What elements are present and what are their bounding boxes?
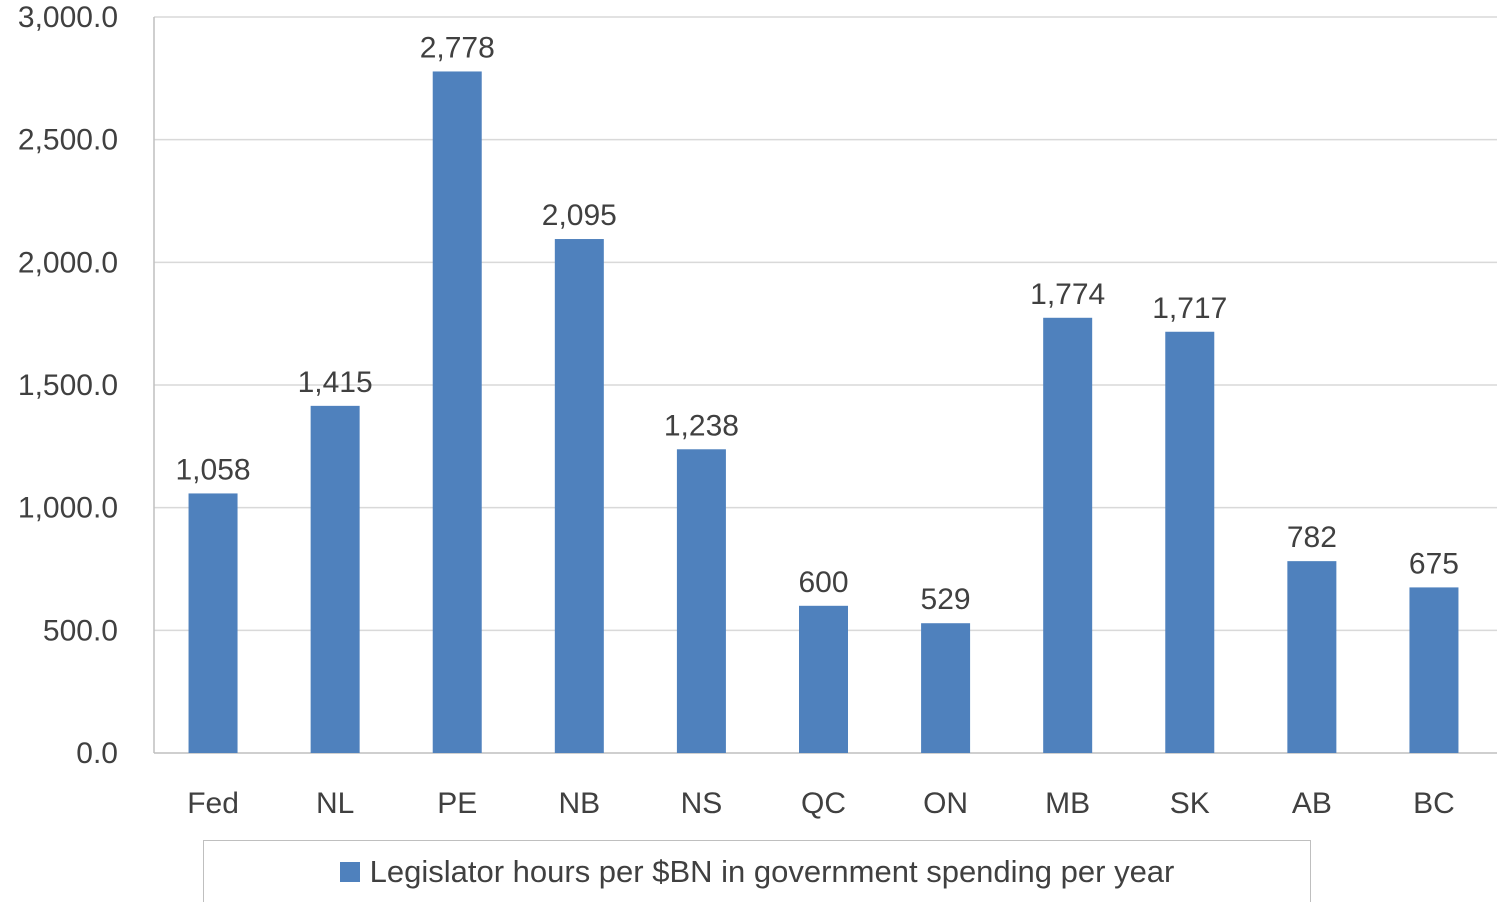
data-label-ab: 782 [1287,521,1337,554]
gridlines [153,16,1497,754]
x-tick-label-nl: NL [316,787,354,820]
data-labels: 1,058 1,415 2,778 2,095 1,238 600 529 1,774 1,71… [176,31,1459,616]
y-tick-label: 500.0 [43,614,118,647]
data-label-pe: 2,778 [420,31,495,64]
x-tick-label-sk: SK [1170,787,1210,820]
y-tick-label: 2,500.0 [18,124,118,157]
x-tick-label-pe: PE [437,787,477,820]
data-label-on: 529 [921,583,971,616]
bar-nl [310,405,360,753]
y-axis-ticks: 0.0 500.0 1,000.0 1,500.0 2,000.0 2,500.0 3,00… [18,1,118,770]
bar-ab [1287,561,1337,753]
x-tick-label-nb: NB [558,787,600,820]
x-tick-label-qc: QC [801,787,846,820]
bar-bc [1409,587,1459,753]
bar-pe [432,71,482,754]
x-tick-label-on: ON [923,787,968,820]
bar-sk [1165,331,1215,753]
y-tick-label: 1,000.0 [18,492,118,525]
bar-ns [676,449,726,753]
data-label-fed: 1,058 [176,453,251,486]
bar-mb [1043,317,1093,753]
x-tick-label-mb: MB [1045,787,1090,820]
x-tick-label-ab: AB [1292,787,1332,820]
data-label-qc: 600 [798,566,848,599]
data-label-ns: 1,238 [664,409,739,442]
bar-on [921,623,971,753]
legend-swatch [339,861,360,882]
data-label-sk: 1,717 [1152,292,1227,325]
data-label-mb: 1,774 [1030,278,1105,311]
bars [188,71,1459,754]
y-tick-label: 0.0 [76,737,118,770]
data-label-nb: 2,095 [542,199,617,232]
data-label-nl: 1,415 [298,366,373,399]
x-tick-label-fed: Fed [187,787,239,820]
y-tick-label: 2,000.0 [18,246,118,279]
bar-qc [799,605,848,753]
bar-nb [554,239,604,753]
y-tick-label: 1,500.0 [18,369,118,402]
data-label-bc: 675 [1409,547,1459,580]
x-tick-label-ns: NS [681,787,723,820]
legend: Legislator hours per $BN in government s… [203,840,1311,902]
legend-label: Legislator hours per $BN in government s… [369,853,1175,889]
x-tick-label-bc: BC [1413,787,1455,820]
y-tick-label: 3,000.0 [18,1,118,34]
bar-fed [188,493,238,753]
x-axis-ticks: Fed NL PE NB NS QC ON MB SK AB BC [187,787,1455,820]
